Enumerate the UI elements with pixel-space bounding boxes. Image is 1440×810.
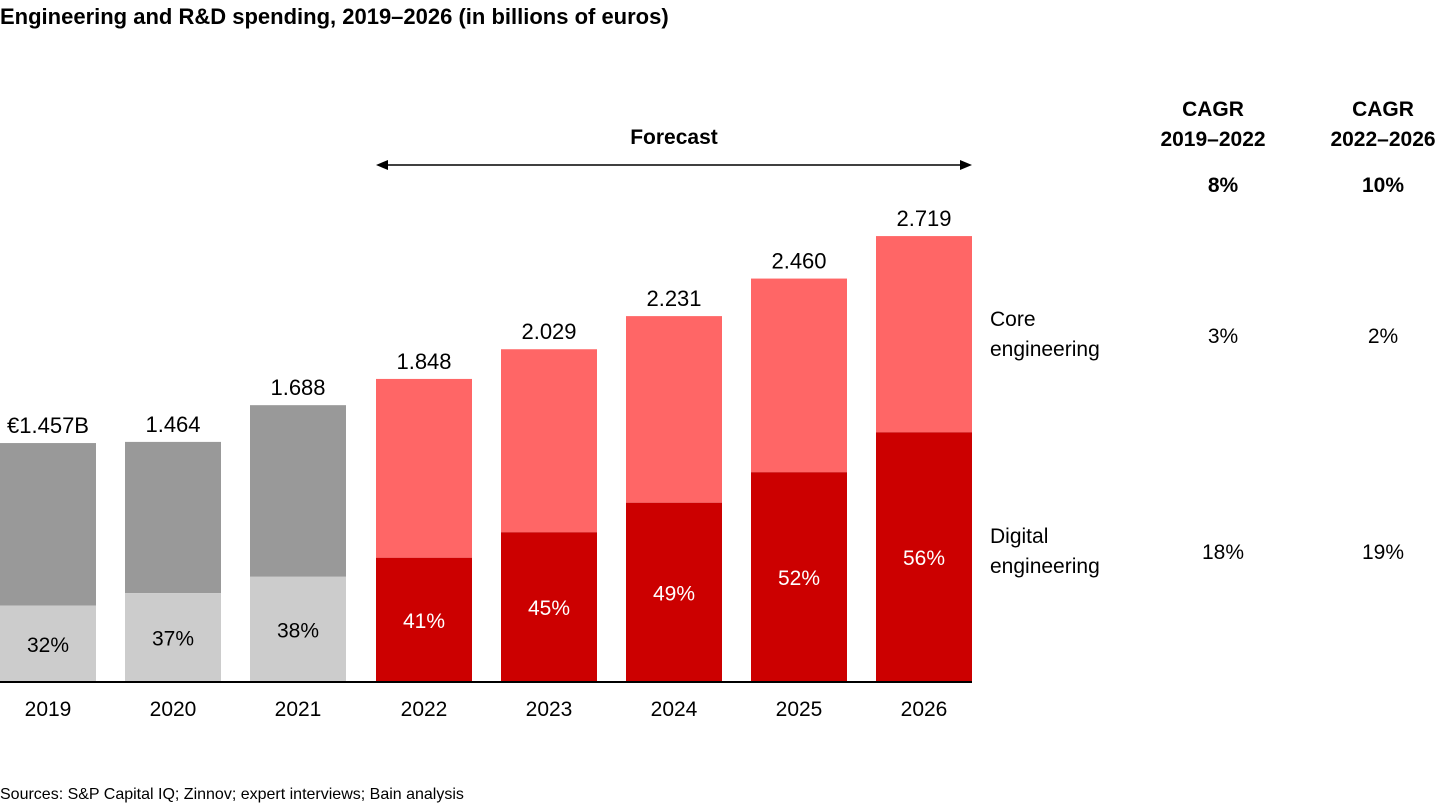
cagr-header-2022-2026: CAGR 2022–2026 [1298,95,1440,155]
legend-digital-line2: engineering [990,555,1100,578]
total-label-2026: 2.719 [896,206,951,231]
bar-core-2020 [125,441,221,594]
cagr-header-line2: 2019–2022 [1160,128,1266,151]
x-tick-label-2023: 2023 [526,698,573,721]
legend-core-engineering: Core engineering [990,305,1100,365]
total-label-2020: 1.464 [145,412,200,437]
share-label-2022: 41% [403,610,445,633]
cagr-digital-2019-2022: 18% [1201,541,1245,564]
total-label-2019: €1.457B [7,413,89,438]
sources-note: Sources: S&P Capital IQ; Zinnov; expert … [0,786,464,803]
cagr-header-line1: CAGR [1182,98,1244,121]
cagr-header-line2: 2022–2026 [1330,128,1436,151]
total-label-2021: 1.688 [270,375,325,400]
bar-core-2022 [376,378,472,558]
x-tick-label-2019: 2019 [25,698,72,721]
bar-core-2024 [626,316,722,503]
x-tick-label-2021: 2021 [275,698,322,721]
share-label-2023: 45% [528,597,570,620]
x-tick-label-2024: 2024 [651,698,698,721]
share-label-2026: 56% [903,547,945,570]
bar-digital-2019 [0,605,96,682]
bar-digital-2024 [626,502,722,682]
share-label-2024: 49% [653,582,695,605]
share-label-2020: 37% [152,628,194,651]
cagr-header-line1: CAGR [1352,98,1414,121]
share-label-2025: 52% [778,567,820,590]
share-label-2021: 38% [277,619,319,642]
forecast-label: Forecast [630,126,718,149]
x-tick-label-2025: 2025 [776,698,823,721]
bar-core-2026 [876,236,972,433]
cagr-core-2022-2026: 2% [1367,325,1399,348]
x-tick-label-2022: 2022 [401,698,448,721]
x-tick-label-2026: 2026 [901,698,948,721]
cagr-core-2019-2022: 3% [1207,325,1239,348]
share-label-2019: 32% [27,634,69,657]
bar-digital-2025 [751,472,847,682]
bar-digital-2026 [876,432,972,682]
cagr-digital-2022-2026: 19% [1361,541,1405,564]
total-label-2025: 2.460 [771,249,826,274]
bar-digital-2020 [125,593,221,682]
legend-core-line1: Core [990,308,1036,331]
bar-digital-2023 [501,532,597,682]
cagr-header-2019-2022: CAGR 2019–2022 [1128,95,1298,155]
bar-core-2023 [501,349,597,533]
total-label-2022: 1.848 [396,349,451,374]
bar-digital-2022 [376,557,472,682]
total-label-2024: 2.231 [646,286,701,311]
legend-core-line2: engineering [990,338,1100,361]
cagr-total-2019-2022: 8% [1207,174,1239,197]
bar-core-2025 [751,278,847,473]
forecast-arrow-right-head [960,160,972,170]
bar-core-2021 [250,405,346,577]
bar-core-2019 [0,443,96,606]
bar-digital-2021 [250,576,346,682]
total-label-2023: 2.029 [521,319,576,344]
legend-digital-engineering: Digital engineering [990,522,1100,582]
legend-digital-line1: Digital [990,525,1049,548]
cagr-total-2022-2026: 10% [1361,174,1405,197]
chart-title: Engineering and R&D spending, 2019–2026 … [0,4,669,29]
x-tick-label-2020: 2020 [150,698,197,721]
forecast-arrow-left-head [376,160,388,170]
